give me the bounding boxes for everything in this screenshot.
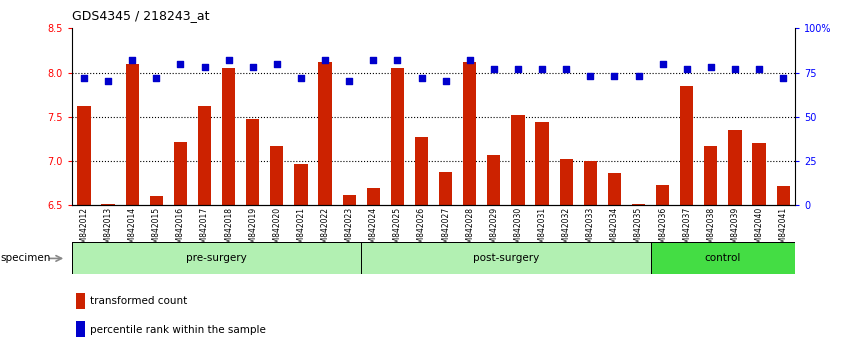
Bar <box>607 172 621 205</box>
Point <box>656 61 669 67</box>
Point <box>246 64 260 70</box>
Bar <box>584 161 597 205</box>
Point <box>584 73 597 79</box>
Point <box>343 79 356 84</box>
Text: control: control <box>705 253 741 263</box>
Bar <box>294 164 308 205</box>
Point <box>511 66 525 72</box>
Bar <box>343 195 356 205</box>
Point <box>439 79 453 84</box>
Bar <box>680 86 694 205</box>
Bar <box>728 130 742 205</box>
Text: transformed count: transformed count <box>90 296 187 306</box>
Point <box>536 66 549 72</box>
Point <box>607 73 621 79</box>
Point <box>198 64 212 70</box>
Bar <box>632 204 645 205</box>
Bar <box>72 242 361 274</box>
Point <box>318 57 332 63</box>
Point <box>150 75 163 81</box>
Bar <box>415 137 428 205</box>
Bar <box>463 62 476 205</box>
Bar <box>77 106 91 205</box>
Bar <box>198 106 212 205</box>
Bar <box>651 242 795 274</box>
Bar <box>150 196 163 205</box>
Bar <box>559 159 573 205</box>
Point <box>487 66 501 72</box>
Point <box>680 66 694 72</box>
Bar <box>366 188 380 205</box>
Bar <box>391 68 404 205</box>
Point <box>415 75 428 81</box>
Text: specimen: specimen <box>0 253 51 263</box>
Bar <box>777 186 790 205</box>
Point <box>704 64 717 70</box>
Point <box>391 57 404 63</box>
Bar <box>536 122 549 205</box>
Point <box>294 75 308 81</box>
Bar <box>270 146 283 205</box>
Text: percentile rank within the sample: percentile rank within the sample <box>90 325 266 335</box>
Point <box>728 66 742 72</box>
Bar <box>318 62 332 205</box>
Text: pre-surgery: pre-surgery <box>186 253 247 263</box>
Point <box>270 61 283 67</box>
Point <box>222 57 235 63</box>
Point <box>559 66 573 72</box>
Point <box>632 73 645 79</box>
Point <box>102 79 115 84</box>
Point <box>777 75 790 81</box>
Text: post-surgery: post-surgery <box>473 253 539 263</box>
Bar <box>656 185 669 205</box>
Bar <box>361 242 651 274</box>
Bar <box>102 204 115 205</box>
Bar <box>75 321 85 337</box>
Bar <box>752 143 766 205</box>
Bar <box>222 68 235 205</box>
Bar <box>125 64 139 205</box>
Bar <box>439 172 453 205</box>
Point <box>463 57 476 63</box>
Bar <box>246 120 260 205</box>
Bar <box>487 155 501 205</box>
Bar <box>173 142 187 205</box>
Bar <box>75 293 85 309</box>
Text: GDS4345 / 218243_at: GDS4345 / 218243_at <box>72 9 210 22</box>
Bar <box>511 115 525 205</box>
Point <box>77 75 91 81</box>
Point <box>752 66 766 72</box>
Point <box>173 61 187 67</box>
Point <box>125 57 139 63</box>
Bar <box>704 146 717 205</box>
Point <box>366 57 380 63</box>
